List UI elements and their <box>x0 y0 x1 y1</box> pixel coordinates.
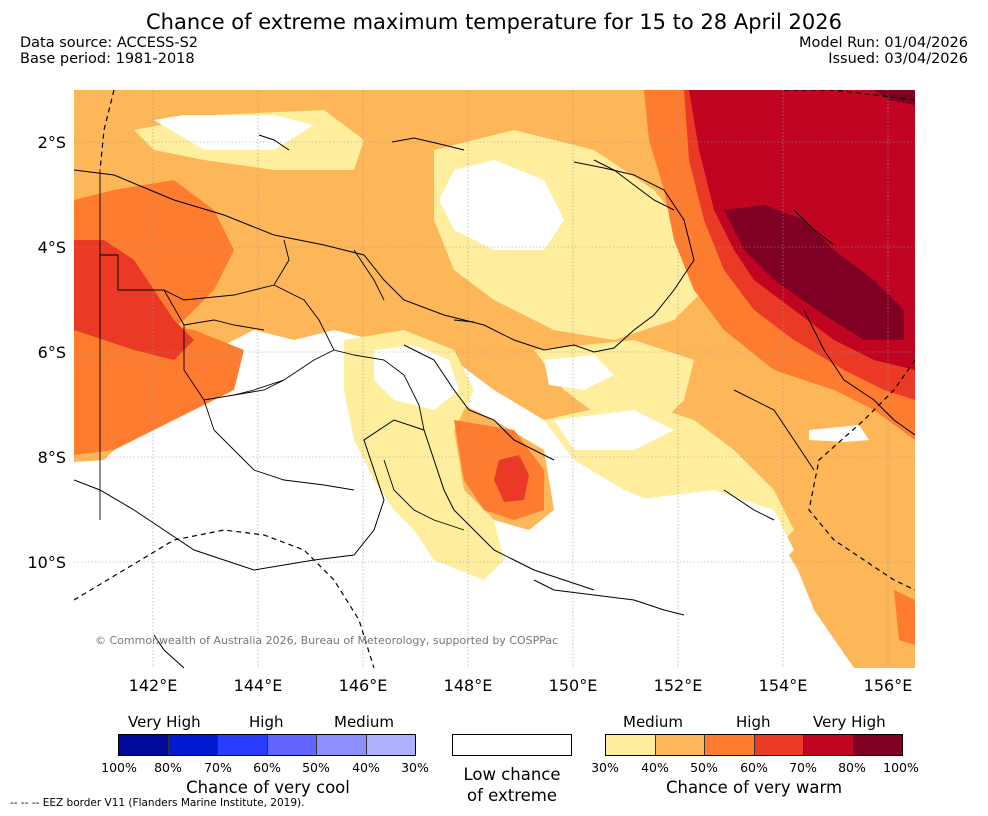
cool-swatch-100-80 <box>119 735 169 755</box>
cool-level-medium: Medium <box>334 713 394 731</box>
lon-label-152e: 152°E <box>653 676 703 695</box>
warm-50-zone-east-edge <box>894 590 915 645</box>
low-chance-legend-title: Low chance of extreme <box>437 764 587 806</box>
lon-label-144e: 144°E <box>233 676 283 695</box>
cool-tick-50: 50% <box>302 760 330 775</box>
low-chance-swatch <box>452 734 572 756</box>
coastlines <box>74 134 915 668</box>
cool-tick-40: 40% <box>352 760 380 775</box>
warm-60-zone-west <box>74 240 194 360</box>
eez-border <box>74 90 915 668</box>
grid-lines <box>74 90 915 668</box>
low-chance-southwest <box>74 462 634 668</box>
model-run-label: Model Run: 01/04/2026 <box>798 35 968 51</box>
cool-legend-title: Chance of very cool <box>186 778 350 797</box>
cool-tick-100: 100% <box>101 760 137 775</box>
warm-tick-30: 30% <box>591 760 619 775</box>
map-title: Chance of extreme maximum temperature fo… <box>146 10 842 34</box>
lat-label-6s: 6°S <box>37 343 66 362</box>
cool-colorbar <box>118 734 416 756</box>
base-period-label: Base period: 1981-2018 <box>20 51 195 67</box>
warm-60-zone-center-spot <box>494 455 529 502</box>
cool-swatch-60-50 <box>267 735 317 755</box>
lat-label-10s: 10°S <box>27 553 66 572</box>
low-chance-central <box>439 160 564 250</box>
warm-80-zone-east <box>724 205 904 340</box>
cool-tick-30: 30% <box>401 760 429 775</box>
low-chance-east <box>544 355 614 390</box>
meta-left: Data source: ACCESS-S2 Base period: 1981… <box>20 35 198 67</box>
cool-swatch-40-30 <box>366 735 415 755</box>
warm-level-medium: Medium <box>623 713 683 731</box>
cool-level-very-high: Very High <box>128 713 201 731</box>
eez-footnote: -- -- -- EEZ border V11 (Flanders Marine… <box>10 797 305 809</box>
lat-label-8s: 8°S <box>37 448 66 467</box>
warm-level-high: High <box>736 713 771 731</box>
warm-50-zone-west-south <box>74 320 244 455</box>
warm-swatch-60-70 <box>754 735 804 755</box>
province-borders <box>99 170 465 531</box>
low-chance-southeast <box>554 410 674 450</box>
meta-right: Model Run: 01/04/2026 Issued: 03/04/2026 <box>799 35 968 67</box>
issued-label: Issued: 03/04/2026 <box>828 51 968 67</box>
low-chance-line-2: of extreme <box>466 786 558 805</box>
lon-label-142e: 142°E <box>128 676 178 695</box>
lon-label-146e: 146°E <box>338 676 388 695</box>
data-source-label: Data source: ACCESS-S2 <box>20 35 199 51</box>
warm-tick-80: 80% <box>838 760 866 775</box>
warm-swatch-70-80 <box>804 735 854 755</box>
warm-40-south-zone <box>774 530 915 668</box>
warm-30-zone-south <box>344 330 504 580</box>
warm-tick-70: 70% <box>789 760 817 775</box>
lon-label-148e: 148°E <box>443 676 493 695</box>
warm-tick-100: 100% <box>883 760 919 775</box>
cool-level-high: High <box>249 713 284 731</box>
cool-swatch-50-40 <box>317 735 367 755</box>
warm-legend-title: Chance of very warm <box>665 778 843 797</box>
warm-tick-40: 40% <box>641 760 669 775</box>
low-chance-line-1: Low chance <box>463 765 561 784</box>
warm-swatch-40-50 <box>655 735 705 755</box>
warm-tick-50: 50% <box>690 760 718 775</box>
temperature-map[interactable] <box>74 90 915 668</box>
warm-swatch-50-60 <box>705 735 755 755</box>
warm-level-very-high: Very High <box>813 713 886 731</box>
warm-colorbar <box>605 734 903 756</box>
lon-label-156e: 156°E <box>863 676 913 695</box>
lat-label-4s: 4°S <box>37 238 66 257</box>
cool-tick-80: 80% <box>154 760 182 775</box>
low-chance-south-central <box>374 345 459 410</box>
lat-label-2s: 2°S <box>37 133 66 152</box>
cool-swatch-80-70 <box>168 735 218 755</box>
copyright-notice: © Commonwealth of Australia 2026, Bureau… <box>95 634 559 647</box>
low-chance-north <box>154 115 314 150</box>
warm-tick-60: 60% <box>740 760 768 775</box>
warm-swatch-30-40 <box>606 735 656 755</box>
cool-swatch-70-60 <box>218 735 268 755</box>
warm-swatch-80-100 <box>853 735 902 755</box>
lon-label-150e: 150°E <box>548 676 598 695</box>
cool-tick-70: 70% <box>204 760 232 775</box>
lon-label-154e: 154°E <box>758 676 808 695</box>
cool-tick-60: 60% <box>253 760 281 775</box>
